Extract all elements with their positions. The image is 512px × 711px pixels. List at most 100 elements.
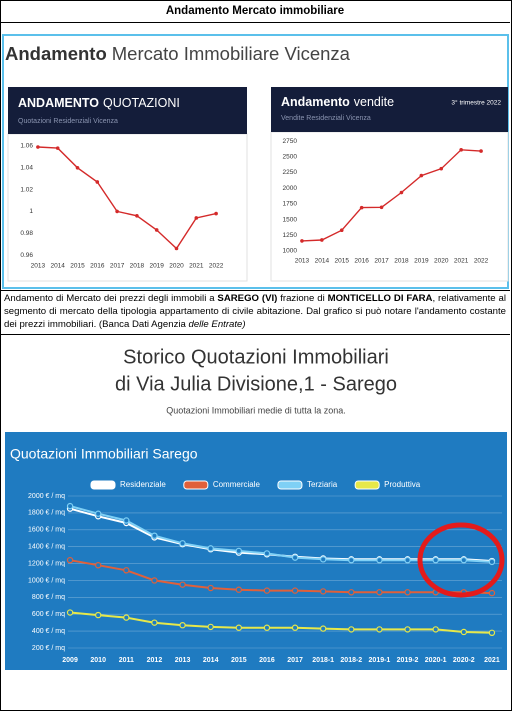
x-tick-label: 2021	[189, 263, 204, 270]
point	[151, 577, 158, 584]
point	[207, 545, 214, 552]
point	[151, 532, 158, 539]
point	[179, 581, 186, 588]
point	[488, 629, 496, 636]
point	[419, 173, 424, 178]
card-body	[270, 131, 509, 282]
point	[319, 556, 327, 563]
point	[320, 238, 324, 242]
x-tick-label: 2019-2	[397, 657, 419, 664]
point	[194, 216, 199, 220]
x-tick-label: 2014	[50, 263, 65, 270]
point	[94, 510, 102, 517]
y-tick-label: 2250	[283, 169, 298, 176]
y-tick-label: 1000	[283, 248, 298, 255]
point	[300, 239, 304, 243]
x-tick-label: 2015	[335, 258, 350, 265]
card-subtitle: Vendite Residenziali Vicenza	[281, 115, 371, 122]
y-tick-label: 600 € / mq	[32, 611, 65, 618]
x-tick-label: 2011	[119, 657, 134, 664]
chart-title: Quotazioni Immobiliari Sarego	[10, 446, 198, 462]
x-tick-label: 2015	[70, 263, 85, 270]
point	[488, 589, 496, 597]
x-tick-label: 2017	[110, 263, 125, 270]
x-tick-label: 2018	[394, 258, 409, 265]
y-tick-label: 1000 € / mq	[28, 577, 65, 584]
y-tick-label: 1800 € / mq	[28, 510, 65, 517]
figure-title-strong: Andamento	[5, 43, 107, 64]
x-tick-label: 2018-1	[312, 657, 334, 664]
highlight-circle	[417, 522, 505, 598]
point	[479, 149, 483, 153]
chart-background	[5, 432, 507, 670]
y-tick-label: 1250	[283, 232, 298, 239]
point	[348, 589, 355, 596]
x-tick-label: 2020	[434, 258, 449, 265]
point	[36, 145, 40, 149]
point	[235, 547, 243, 555]
card-header	[8, 87, 247, 134]
x-tick-label: 2020-2	[453, 657, 475, 664]
point	[460, 556, 468, 564]
point	[263, 624, 271, 631]
point	[339, 228, 344, 233]
x-tick-label: 2016	[259, 657, 275, 664]
legend-label: Commerciale	[213, 480, 261, 489]
point	[123, 517, 130, 524]
place: MONTICELLO DI FARA	[327, 293, 433, 304]
card-title-strong: ANDAMENTO	[18, 96, 99, 110]
point	[115, 209, 119, 214]
point	[154, 228, 159, 232]
figure-title: Andamento Mercato Immobiliare Vicenza	[5, 43, 351, 64]
x-tick-label: 2021	[484, 657, 500, 664]
place: SAREGO (VI)	[217, 293, 278, 304]
point	[151, 619, 158, 626]
description: Andamento di Mercato dei prezzi degli im…	[0, 290, 510, 335]
section-subtitle: Quotazioni Immobiliari medie di tutta la…	[166, 405, 346, 415]
point	[439, 166, 444, 171]
section-title: Storico Quotazioni Immobiliari	[123, 346, 389, 368]
legend-label: Terziaria	[307, 480, 338, 489]
text: , relativamente al segmento di mercato d…	[4, 293, 506, 330]
point	[319, 588, 327, 595]
x-tick-label: 2018	[130, 263, 145, 270]
figure-title-rest: Mercato Immobiliare Vicenza	[112, 43, 351, 64]
point	[376, 556, 383, 564]
x-tick-label: 2017	[287, 657, 303, 664]
point	[95, 180, 100, 184]
x-tick-label: 2013	[175, 657, 191, 664]
y-tick-label: 2000	[283, 185, 298, 192]
x-tick-label: 2009	[62, 657, 78, 664]
legend-swatch	[90, 480, 116, 490]
point	[376, 589, 383, 596]
y-tick-label: 200 € / mq	[32, 645, 65, 652]
y-tick-label: 2500	[283, 153, 298, 160]
legend-swatch	[354, 480, 380, 490]
x-tick-label: 2014	[203, 657, 219, 664]
figure-sarego: Storico Quotazioni Immobiliari di Via Ju…	[5, 346, 507, 670]
card-title-rest: vendite	[354, 95, 394, 109]
point	[432, 556, 439, 564]
x-tick-label: 2014	[315, 258, 330, 265]
x-tick-label: 2022	[474, 258, 489, 265]
y-tick-label: 1500	[283, 216, 298, 223]
y-tick-label: 1200 € / mq	[28, 560, 65, 567]
series-line	[70, 611, 492, 634]
x-tick-label: 2010	[90, 657, 106, 664]
point	[348, 626, 355, 633]
point	[214, 211, 218, 216]
y-tick-label: 0.96	[20, 252, 33, 259]
card-subtitle: Quotazioni Residenziali Vicenza	[18, 118, 118, 125]
point	[179, 622, 186, 629]
point	[460, 628, 468, 636]
series-line	[69, 559, 492, 595]
legend-label: Produttiva	[384, 480, 421, 489]
x-tick-label: 2018-2	[340, 657, 362, 664]
x-tick-label: 2013	[31, 263, 46, 270]
series-line	[37, 146, 217, 250]
card-title: ANDAMENTO QUOTAZIONI	[18, 96, 180, 110]
x-tick-label: 2019	[149, 263, 164, 270]
source: delle Entrate)	[188, 319, 246, 330]
x-tick-label: 2017	[374, 258, 389, 265]
point	[179, 540, 186, 547]
